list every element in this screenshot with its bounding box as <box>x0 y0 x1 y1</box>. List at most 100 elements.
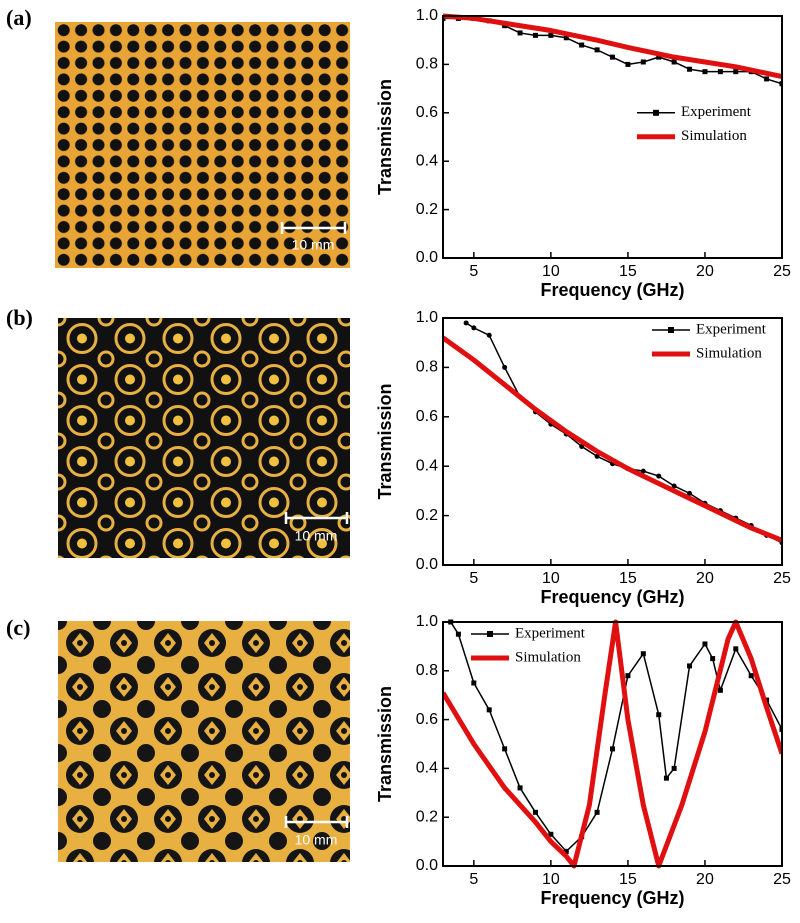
x-tick-label: 5 <box>469 263 478 280</box>
marker <box>594 809 600 815</box>
marker <box>486 707 492 713</box>
y-tick-label: 0.8 <box>416 56 438 73</box>
marker <box>502 364 508 370</box>
panel-label: (a) <box>6 5 32 30</box>
marker <box>610 746 615 752</box>
series-line <box>443 13 782 79</box>
marker <box>548 831 554 837</box>
marker <box>640 468 646 474</box>
x-axis-label: Frequency (GHz) <box>540 280 684 300</box>
legend-marker <box>487 631 493 637</box>
series-line <box>443 17 782 85</box>
marker <box>656 473 662 479</box>
y-tick-label: 1.0 <box>416 309 438 326</box>
scale-bar <box>280 222 349 828</box>
x-tick-label: 20 <box>696 570 714 587</box>
x-tick-label: 10 <box>542 570 560 587</box>
photo <box>55 22 350 268</box>
plot-frame <box>442 15 783 259</box>
marker <box>687 66 693 72</box>
marker <box>610 54 615 60</box>
x-axis-label: Frequency (GHz) <box>540 888 684 908</box>
marker <box>532 809 538 815</box>
y-tick-label: 0.6 <box>416 408 438 425</box>
legend-label: Simulation <box>681 128 747 144</box>
y-tick-label: 0.8 <box>416 359 438 376</box>
marker <box>532 32 538 38</box>
y-tick-label: 0.6 <box>416 711 438 728</box>
marker <box>733 646 739 652</box>
scale-label: 10 mm <box>295 832 338 848</box>
photo <box>58 621 350 862</box>
plot-area <box>443 320 782 546</box>
marker <box>656 54 662 60</box>
marker <box>702 641 708 647</box>
legend: Experiment Simulation <box>637 104 752 144</box>
marker <box>594 47 600 53</box>
marker <box>455 631 461 637</box>
plot-area <box>443 13 782 87</box>
series-line <box>443 619 782 869</box>
marker <box>717 687 723 693</box>
marker <box>687 663 693 669</box>
x-axis-label: Frequency (GHz) <box>540 587 684 607</box>
y-tick-label: 0.4 <box>416 152 438 169</box>
marker <box>748 673 754 679</box>
y-tick-label: 0.2 <box>416 201 438 218</box>
marker <box>733 69 739 75</box>
y-tick-label: 0.6 <box>416 104 438 121</box>
marker <box>671 483 677 489</box>
plot-area <box>443 619 782 869</box>
legend: Experiment Simulation <box>652 321 767 361</box>
panel-label: (c) <box>6 615 30 640</box>
y-tick-label: 0.2 <box>416 507 438 524</box>
x-tick-label: 25 <box>773 871 791 888</box>
legend-label: Experiment <box>681 104 752 120</box>
marker <box>625 673 631 679</box>
legend-label: Simulation <box>696 345 762 361</box>
y-tick-label: 0.4 <box>416 760 438 777</box>
marker <box>663 775 669 781</box>
marker <box>779 81 782 87</box>
marker <box>471 325 477 331</box>
legend-label: Experiment <box>696 321 767 337</box>
x-tick-label: 5 <box>469 570 478 587</box>
x-tick-label: 15 <box>619 263 637 280</box>
y-axis-label: Transmission <box>375 79 395 195</box>
marker <box>517 785 523 791</box>
scale-label: 10 mm <box>292 237 335 253</box>
legend-marker <box>668 327 674 333</box>
series-line <box>443 335 782 543</box>
marker <box>717 69 723 75</box>
x-tick-label: 15 <box>619 570 637 587</box>
marker <box>471 680 477 686</box>
marker <box>594 453 600 459</box>
y-tick-label: 0.8 <box>416 662 438 679</box>
marker <box>687 490 693 496</box>
scale-label: 10 mm <box>295 528 338 544</box>
y-axis-label: Transmission <box>375 686 395 802</box>
marker <box>640 651 646 657</box>
y-tick-label: 0.2 <box>416 808 438 825</box>
legend-label: Simulation <box>515 649 581 665</box>
marker <box>710 656 716 662</box>
marker <box>779 726 782 732</box>
plot-frame <box>442 317 783 566</box>
y-tick-label: 1.0 <box>416 613 438 630</box>
y-axis-label: Transmission <box>375 383 395 499</box>
marker <box>563 35 569 41</box>
marker <box>764 76 770 82</box>
legend-label: Experiment <box>515 625 586 641</box>
marker <box>671 59 677 65</box>
x-tick-label: 10 <box>542 871 560 888</box>
y-tick-label: 0.4 <box>416 457 438 474</box>
x-tick-label: 25 <box>773 570 791 587</box>
marker <box>563 848 569 854</box>
x-tick-label: 20 <box>696 871 714 888</box>
photo <box>58 318 350 558</box>
y-tick-label: 0.0 <box>416 556 438 573</box>
marker <box>502 746 508 752</box>
legend-marker <box>653 109 659 116</box>
x-tick-label: 5 <box>469 871 478 888</box>
